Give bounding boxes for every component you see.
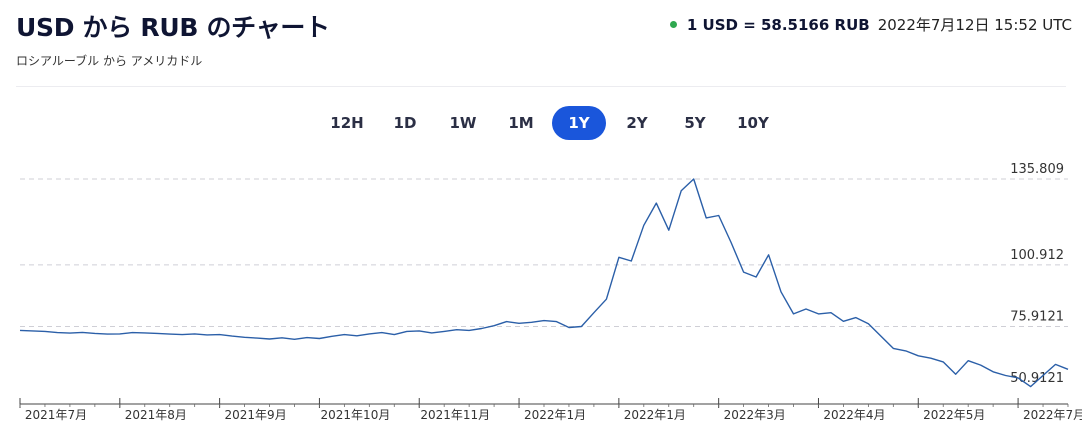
current-rate: 1 USD = 58.5166 RUB 2022年7月12日 15:52 UTC: [669, 14, 1072, 35]
range-button-1y[interactable]: 1Y: [552, 106, 606, 140]
header-divider: [16, 86, 1066, 87]
x-tick-label: 2021年9月: [225, 408, 287, 422]
y-tick-label: 75.9121: [1010, 309, 1064, 324]
x-tick-label: 2021年10月: [321, 408, 391, 422]
range-button-1w[interactable]: 1W: [449, 114, 477, 132]
range-button-1m[interactable]: 1M: [508, 114, 534, 132]
x-tick-label: 2021年7月: [25, 408, 87, 422]
y-tick-label: 135.809: [1010, 162, 1064, 177]
time-range-selector: 12H 1D 1W 1M 1Y 2Y 5Y 10Y: [320, 106, 780, 140]
x-tick-label: 2022年3月: [724, 408, 786, 422]
range-button-12h[interactable]: 12H: [330, 114, 364, 132]
range-button-2y[interactable]: 2Y: [626, 114, 648, 132]
x-tick-label: 2022年1月: [624, 408, 686, 422]
x-tick-label: 2022年7月: [1023, 408, 1082, 422]
range-button-10y[interactable]: 10Y: [737, 114, 769, 132]
page-subtitle: ロシアルーブル から アメリカドル: [16, 54, 203, 68]
rate-value: 1 USD = 58.5166 RUB: [686, 15, 870, 34]
range-button-1d[interactable]: 1D: [393, 114, 417, 132]
x-tick-label: 2021年8月: [125, 408, 187, 422]
x-tick-label: 2021年11月: [420, 408, 490, 422]
page-title: USD から RUB のチャート: [16, 13, 330, 42]
x-tick-label: 2022年4月: [823, 408, 885, 422]
rate-timestamp: 2022年7月12日 15:52 UTC: [877, 16, 1072, 34]
live-status-icon: [669, 21, 677, 28]
y-tick-label: 100.912: [1010, 248, 1064, 263]
x-tick-label: 2022年1月: [524, 408, 586, 422]
x-tick-label: 2022年5月: [923, 408, 985, 422]
range-button-5y[interactable]: 5Y: [684, 114, 706, 132]
series-line: [19, 178, 1069, 388]
